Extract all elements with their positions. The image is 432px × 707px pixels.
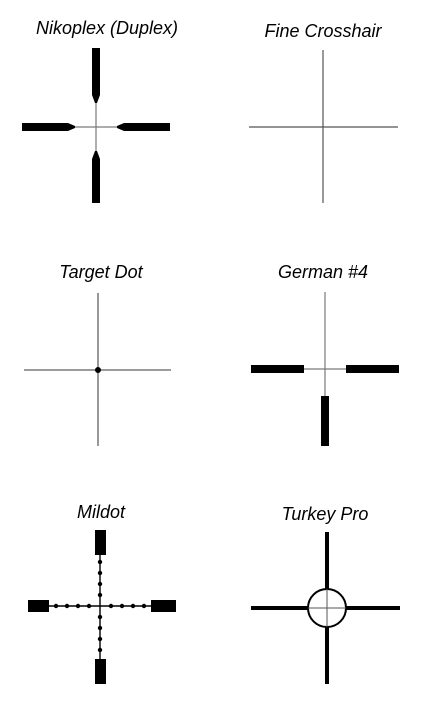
reticle-label-mildot: Mildot bbox=[76, 502, 126, 522]
reticle-label-turkey-pro: Turkey Pro bbox=[281, 504, 369, 524]
german-4-reticle-icon bbox=[251, 292, 399, 446]
duplex-reticle-icon bbox=[22, 48, 170, 203]
reticle-label-fine-crosshair: Fine Crosshair bbox=[264, 21, 382, 41]
reticle-label-duplex: Nikoplex (Duplex) bbox=[35, 18, 179, 38]
target-dot-reticle-icon bbox=[24, 293, 171, 446]
fine-crosshair-reticle-icon bbox=[249, 50, 398, 203]
reticle-label-target-dot: Target Dot bbox=[59, 262, 143, 282]
mildot-reticle-icon bbox=[28, 530, 176, 684]
reticle-label-german-4: German #4 bbox=[277, 262, 369, 282]
turkey-pro-reticle-icon bbox=[251, 532, 400, 684]
